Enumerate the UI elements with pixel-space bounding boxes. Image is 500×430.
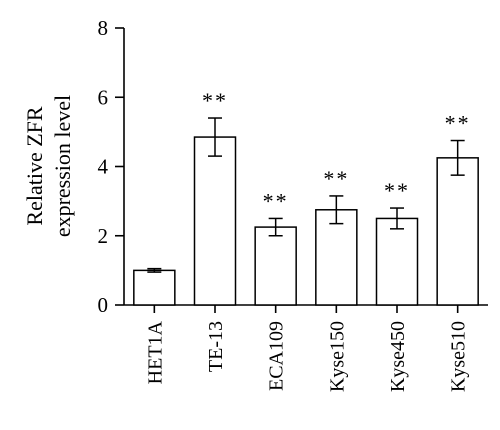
bar-Kyse450 (375, 217, 419, 306)
y-tick-label-0: 0 (98, 293, 109, 317)
bar-TE-13 (193, 136, 237, 306)
y-tick-label-4: 4 (98, 155, 109, 179)
axes (123, 28, 488, 306)
x-tick-label-TE-13: TE-13 (205, 321, 227, 372)
bar-Kyse510 (436, 157, 479, 306)
x-tick-label-Kyse510: Kyse510 (448, 321, 470, 392)
y-axis-label-line-1: Relative ZFR (22, 106, 47, 225)
significance-Kyse150: ** (323, 166, 349, 191)
x-ticks: HET1A TE-13 ECA109 Kyse150 Kyse450 Kyse510 (144, 305, 470, 392)
y-tick-label-6: 6 (98, 85, 109, 109)
significance-Kyse510: ** (445, 111, 471, 136)
bar-ECA109 (254, 226, 297, 306)
bars (133, 136, 479, 306)
significance-Kyse450: ** (384, 178, 410, 203)
y-tick-label-8: 8 (98, 16, 109, 40)
x-tick-label-Kyse450: Kyse450 (387, 321, 409, 392)
x-tick-label-ECA109: ECA109 (266, 321, 288, 391)
significance-marks: ** ** ** ** ** (202, 88, 471, 213)
y-tick-label-2: 2 (98, 224, 109, 248)
bar-HET1A (133, 269, 176, 306)
y-ticks: 0 2 4 6 8 (98, 16, 124, 317)
error-bars (147, 117, 465, 273)
y-axis-label-line-2: expression level (50, 95, 75, 237)
x-tick-label-HET1A: HET1A (144, 320, 166, 384)
significance-ECA109: ** (263, 188, 289, 213)
x-tick-label-Kyse150: Kyse150 (326, 321, 348, 392)
y-axis-label: Relative ZFR expression level (22, 95, 75, 237)
significance-TE-13: ** (202, 88, 228, 113)
